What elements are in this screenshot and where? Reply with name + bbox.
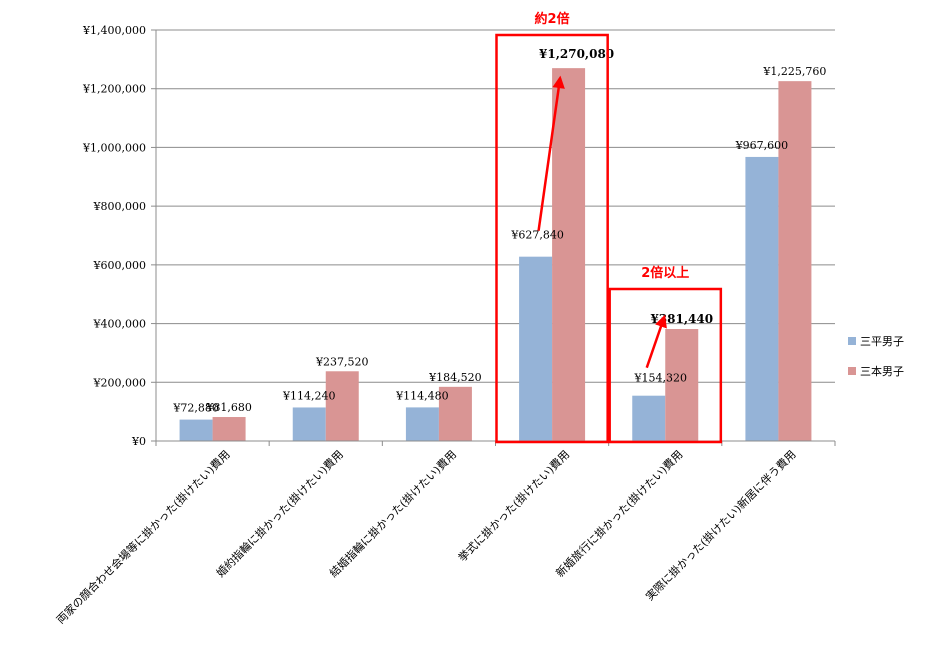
legend-swatch-1 <box>848 337 856 345</box>
data-label: ¥184,520 <box>428 371 482 384</box>
y-tick-label: ¥1,000,000 <box>82 141 146 154</box>
data-label: ¥237,520 <box>315 355 369 368</box>
y-tick-label: ¥600,000 <box>93 259 147 272</box>
y-tick-label: ¥1,400,000 <box>82 24 146 37</box>
y-tick-label: ¥200,000 <box>93 376 147 389</box>
data-label: ¥1,225,760 <box>762 65 826 78</box>
bar-三本男子-1 <box>212 417 246 441</box>
bar-三平男子-4 <box>519 256 553 441</box>
data-label: ¥154,320 <box>634 372 688 385</box>
data-label: ¥114,240 <box>282 389 336 402</box>
data-label: ¥627,840 <box>510 229 564 242</box>
data-label: ¥81,680 <box>205 401 252 414</box>
legend-label-2: 三本男子 <box>860 364 904 378</box>
bars <box>179 68 812 441</box>
legend-swatch-2 <box>848 367 856 375</box>
highlight-box-1 <box>495 33 609 444</box>
annotations: 約2倍 2倍以上 <box>495 11 723 444</box>
y-tick-label: ¥1,200,000 <box>82 83 146 96</box>
x-axis: 両家の顔合わせ会場等に掛かった(掛けたい)費用婚約指輪に掛かった(掛けたい)費用… <box>53 440 836 627</box>
x-category-label: 両家の顔合わせ会場等に掛かった(掛けたい)費用 <box>53 447 232 626</box>
arrow-2 <box>645 314 667 369</box>
bar-三本男子-3 <box>438 386 472 441</box>
annotation-2: 2倍以上 <box>641 265 689 281</box>
highlight-box-2 <box>608 287 723 444</box>
y-tick-label: ¥400,000 <box>93 318 147 331</box>
data-labels: ¥72,880¥81,680 ¥114,240 ¥237,520 ¥114,480 ¥1… <box>172 47 826 414</box>
x-category-label: 婚約指輪に掛かった(掛けたい)費用 <box>213 447 346 580</box>
bar-三本男子-5 <box>665 329 699 441</box>
bar-三平男子-3 <box>405 407 439 441</box>
bar-三本男子-6 <box>778 81 812 441</box>
arrow-1 <box>537 75 565 231</box>
data-label: ¥1,270,080 <box>539 47 614 61</box>
y-tick-label: ¥0 <box>131 435 146 448</box>
x-category-label: 結婚指輪に掛かった(掛けたい)費用 <box>326 447 459 580</box>
bar-三平男子-1 <box>179 419 213 441</box>
bar-三本男子-4 <box>552 68 586 441</box>
data-label: ¥381,440 <box>650 312 713 326</box>
data-label: ¥114,480 <box>395 389 449 402</box>
annotation-1: 約2倍 <box>535 11 570 27</box>
data-label: ¥967,600 <box>735 139 789 152</box>
x-category-label: 新婚旅行に掛かった(掛けたい)費用 <box>553 447 686 580</box>
data-label: ¥72,880 <box>172 402 219 415</box>
bar-三平男子-6 <box>745 156 779 441</box>
x-category-label: 挙式に掛かった(掛けたい)費用 <box>455 447 572 564</box>
legend-label-1: 三平男子 <box>860 335 904 348</box>
bar-三平男子-5 <box>632 395 666 441</box>
y-tick-label: ¥800,000 <box>93 200 147 213</box>
bar-三平男子-2 <box>292 407 326 441</box>
y-axis: ¥0 ¥200,000 ¥400,000 ¥600,000 ¥800,000 ¥1,000… <box>82 24 157 448</box>
bar-三本男子-2 <box>325 371 359 441</box>
